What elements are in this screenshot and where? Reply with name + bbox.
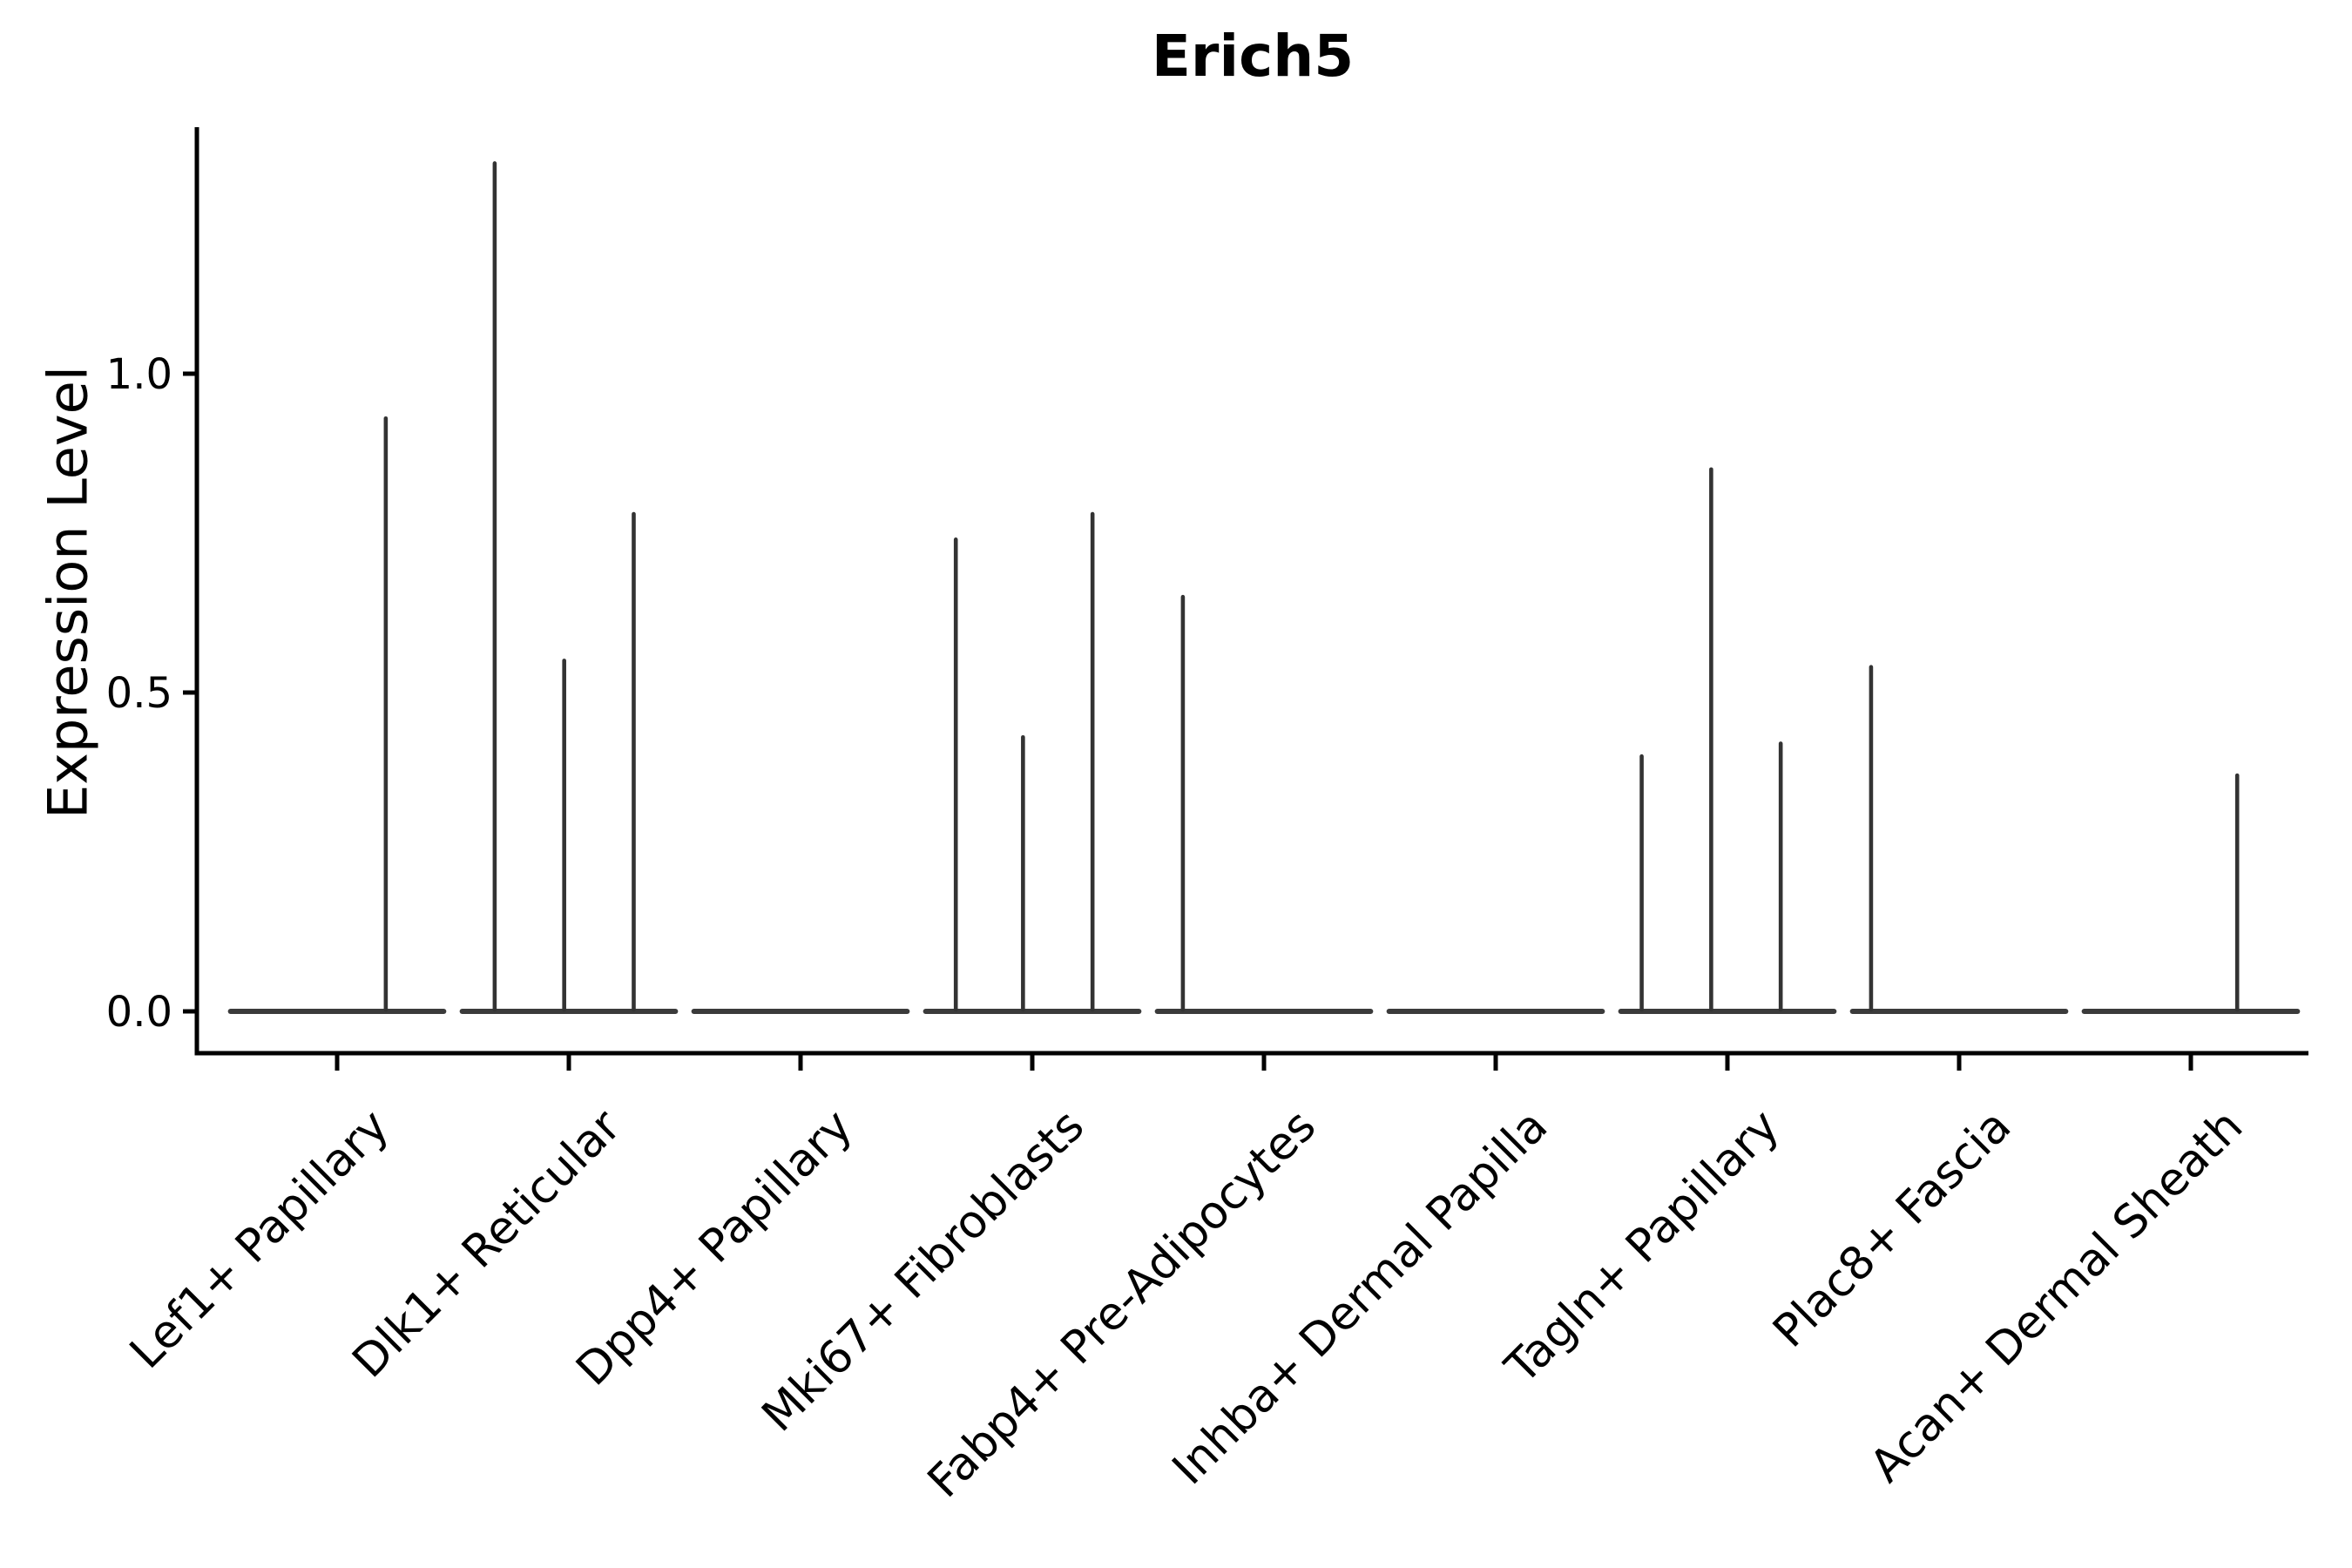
y-tick-label: 0.5 — [106, 669, 172, 718]
y-tick-label: 0.0 — [106, 988, 172, 1037]
chart-title: Erich5 — [1151, 23, 1355, 90]
x-category-label: Acan+ Dermal Sheath — [1861, 1100, 2254, 1493]
y-tick-label: 1.0 — [106, 350, 172, 399]
x-category-label: Plac8+ Fascia — [1763, 1100, 2021, 1358]
x-category-label: Fabp4+ Pre-Adipocytes — [918, 1100, 1326, 1508]
axes-spines — [194, 127, 2308, 1056]
x-category-label: Inhba+ Dermal Papilla — [1163, 1100, 1558, 1495]
